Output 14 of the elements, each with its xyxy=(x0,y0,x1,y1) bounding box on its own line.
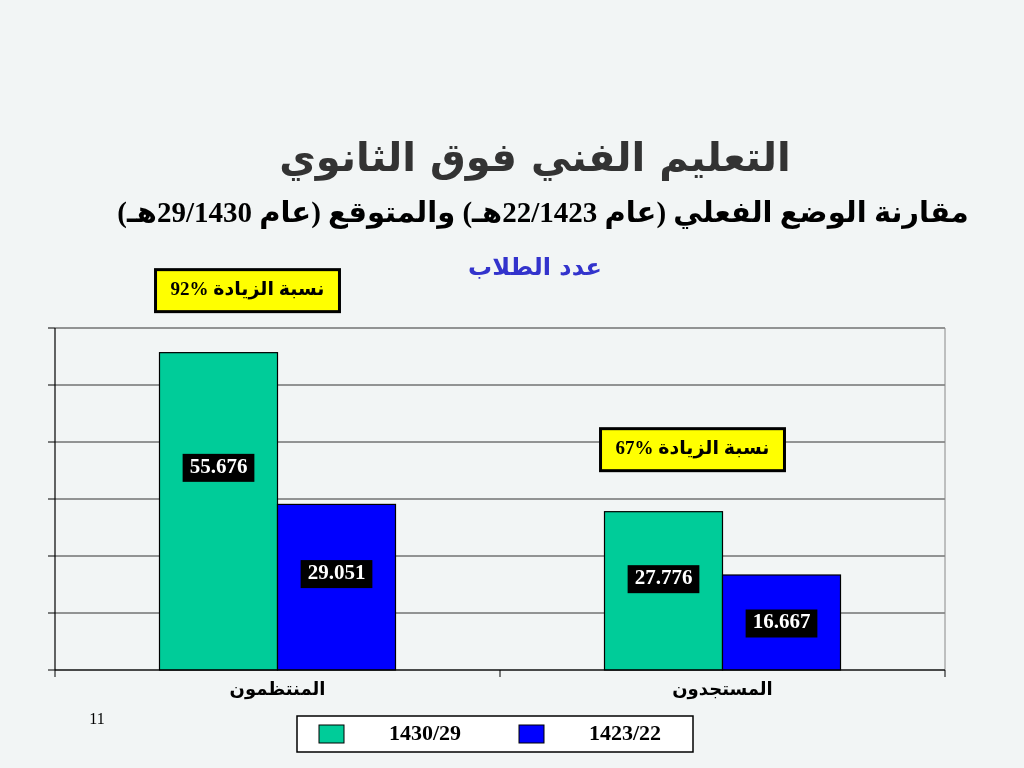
data-label: 16.667 xyxy=(752,609,811,634)
legend-label: 1430/29 xyxy=(388,720,462,746)
text: نسبة الزيادة %92 xyxy=(170,278,325,301)
data-label: 29.051 xyxy=(307,559,366,584)
y-axis-title: عدد الطلاب xyxy=(468,253,602,281)
x-tick-label: المنتظمون xyxy=(229,678,326,700)
data-label: 55.676 xyxy=(189,453,248,478)
chart-subtitle: مقارنة الوضع الفعلي (عام 22/1423هـ) والمتوقع (عام 29/1430هـ) xyxy=(117,195,969,229)
legend-label: 1423/22 xyxy=(588,720,662,746)
text: 11 xyxy=(89,709,105,727)
annotation: نسبة الزيادة %67 xyxy=(615,437,770,460)
chart-title: التعليم الفني فوق الثانوي xyxy=(279,134,791,181)
x-tick-label: المستجدون xyxy=(672,678,773,700)
data-label: 27.776 xyxy=(634,564,693,589)
